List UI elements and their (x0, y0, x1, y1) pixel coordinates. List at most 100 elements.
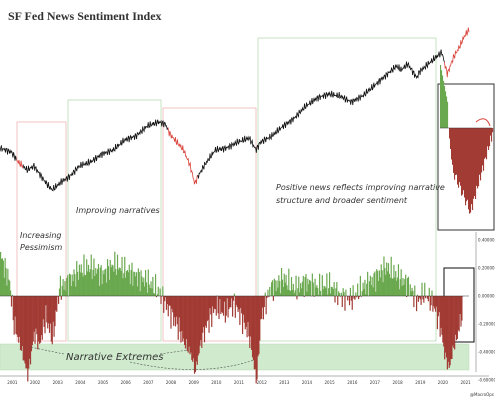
sentiment-bar (432, 296, 434, 312)
sentiment-bar (128, 264, 130, 296)
inset-bar (446, 96, 448, 128)
sentiment-bar (305, 274, 307, 296)
x-tick-label: 2012 (257, 380, 268, 385)
sentiment-bar (191, 296, 193, 360)
sentiment-bar (428, 287, 430, 296)
inset-bar (490, 128, 492, 136)
sentiment-bar (449, 296, 451, 366)
sentiment-bar (113, 271, 115, 296)
sentiment-bar (291, 289, 294, 296)
inset-bar (459, 128, 461, 183)
sentiment-bar (450, 296, 452, 360)
sentiment-bar (179, 296, 181, 332)
inset-bar (478, 128, 480, 187)
sentiment-bar (131, 262, 133, 296)
sentiment-bar (196, 296, 198, 365)
sentiment-bar (306, 291, 308, 296)
sentiment-bar (318, 294, 320, 296)
sentiment-bar (419, 296, 421, 300)
price-line (0, 27, 470, 192)
sentiment-bar (170, 296, 172, 329)
sentiment-bar (61, 285, 63, 296)
sentiment-bar (357, 283, 359, 296)
sentiment-bar (302, 275, 304, 296)
sentiment-bar (261, 296, 263, 319)
sentiment-bar (406, 296, 408, 298)
sentiment-bar (135, 276, 137, 296)
sentiment-bar (354, 296, 356, 300)
sentiment-bar (146, 292, 149, 296)
inset-bar (475, 128, 477, 199)
sentiment-bar (411, 287, 413, 296)
sentiment-bar (194, 296, 197, 373)
sentiment-bar (190, 296, 192, 353)
sentiment-bar (208, 296, 210, 333)
sentiment-bar (347, 296, 349, 301)
sentiment-bar (23, 296, 25, 361)
y-tick-label: -0.40000 (478, 350, 495, 355)
sentiment-bar (129, 284, 131, 296)
sentiment-bar (193, 296, 195, 359)
sentiment-bar (106, 282, 108, 296)
sentiment-bar (444, 296, 446, 360)
sentiment-bar (135, 272, 138, 296)
sentiment-bar (442, 296, 444, 343)
y-axis: 0.40000 0.20000 0.00000 -0.20000 -0.40000 -0.… (475, 232, 495, 383)
inset-bar (445, 91, 447, 129)
sentiment-bar (41, 296, 43, 340)
sentiment-bar (366, 283, 368, 296)
sentiment-bar (85, 275, 87, 296)
sentiment-bar (222, 296, 224, 313)
sentiment-bar (270, 282, 273, 296)
sentiment-bar (299, 292, 301, 296)
sentiment-bar (280, 268, 283, 296)
inset-bar (454, 128, 456, 180)
sentiment-bar (130, 270, 132, 296)
sentiment-bar (415, 296, 418, 312)
sentiment-bar (36, 296, 38, 335)
inset-zoom (440, 65, 494, 214)
sentiment-bar (355, 292, 357, 296)
sentiment-bar (33, 296, 35, 332)
inset-bar (456, 128, 458, 175)
sentiment-bar (447, 296, 449, 362)
sentiment-bar (156, 294, 158, 296)
sentiment-bar (21, 296, 23, 347)
sentiment-bar (116, 254, 119, 296)
sentiment-bar (91, 279, 93, 296)
sentiment-bar (94, 276, 96, 296)
sentiment-bar (373, 273, 375, 296)
inset-bar (442, 75, 444, 128)
sentiment-bar (12, 296, 14, 321)
sentiment-bar (232, 296, 234, 317)
sentiment-bar (115, 269, 117, 296)
sentiment-bar (294, 290, 296, 296)
sentiment-bar (240, 296, 242, 308)
x-tick-label: 2019 (415, 380, 426, 385)
sentiment-bar (5, 268, 7, 296)
sentiment-bar (142, 282, 144, 296)
sentiment-bar (360, 296, 362, 297)
sentiment-bar (44, 296, 46, 334)
sentiment-bar (149, 288, 151, 296)
sentiment-bar (386, 271, 389, 296)
annotation-improving: Improving narratives (76, 206, 160, 215)
inset-bar (473, 128, 475, 199)
sentiment-bar (401, 285, 403, 296)
sentiment-bar (209, 296, 211, 309)
sentiment-bar (65, 290, 67, 296)
inset-bar (440, 65, 442, 128)
sentiment-bar (9, 290, 12, 296)
sentiment-bar (13, 296, 15, 335)
sentiment-bar (330, 286, 332, 296)
sentiment-bar (253, 296, 255, 370)
sentiment-bar (319, 290, 322, 296)
sentiment-bar (352, 285, 354, 296)
sentiment-bar (43, 296, 45, 327)
sentiment-bar (3, 277, 5, 296)
sentiment-bar (219, 296, 221, 300)
chart-title: SF Fed News Sentiment Index (8, 9, 162, 23)
sentiment-bar (71, 274, 73, 296)
sentiment-bar (50, 296, 52, 342)
sentiment-bar (351, 296, 353, 310)
